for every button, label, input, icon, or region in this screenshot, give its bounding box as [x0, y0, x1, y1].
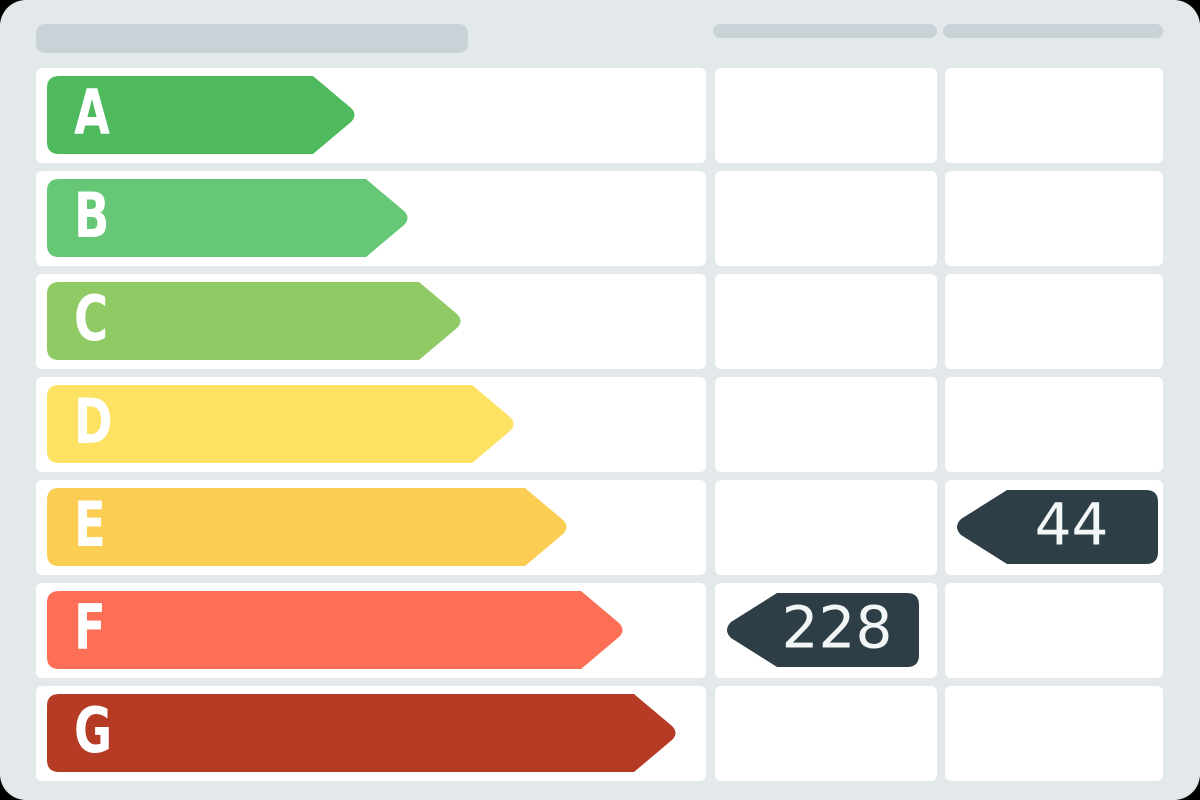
middle-column-header-placeholder [713, 24, 937, 38]
band-arrow-b: B [47, 179, 411, 257]
value-badge-228-text: 228 [781, 593, 893, 662]
value-badge-44-text: 44 [1034, 490, 1109, 559]
rating-row-e: E 44 [36, 480, 1164, 575]
right-cell-f [945, 583, 1163, 678]
band-letter-c: C [74, 282, 109, 356]
rating-row-g: G [36, 686, 1164, 781]
band-letter-b: B [74, 179, 110, 253]
middle-cell-e [715, 480, 937, 575]
middle-cell-f: 228 [715, 583, 937, 678]
right-cell-e: 44 [945, 480, 1163, 575]
band-arrow-d: D [47, 385, 517, 463]
right-cell-c [945, 274, 1163, 369]
value-badge-228: 228 [723, 593, 919, 667]
title-placeholder-bar [36, 24, 468, 53]
band-cell-f: F [36, 583, 706, 678]
rating-row-c: C [36, 274, 1164, 369]
band-letter-e: E [74, 488, 106, 562]
right-cell-d [945, 377, 1163, 472]
band-arrow-e: E [47, 488, 570, 566]
band-cell-b: B [36, 171, 706, 266]
band-cell-g: G [36, 686, 706, 781]
right-cell-b [945, 171, 1163, 266]
band-cell-e: E [36, 480, 706, 575]
rating-row-a: A [36, 68, 1164, 163]
middle-cell-b [715, 171, 937, 266]
band-arrow-g: G [47, 694, 679, 772]
value-badge-44: 44 [953, 490, 1158, 564]
right-cell-a [945, 68, 1163, 163]
band-letter-a: A [74, 76, 110, 150]
right-column-header-placeholder [943, 24, 1163, 38]
band-letter-d: D [74, 385, 113, 459]
rating-row-b: B [36, 171, 1164, 266]
middle-cell-g [715, 686, 937, 781]
middle-cell-d [715, 377, 937, 472]
band-arrow-c: C [47, 282, 464, 360]
middle-cell-c [715, 274, 937, 369]
right-cell-g [945, 686, 1163, 781]
band-cell-c: C [36, 274, 706, 369]
rating-row-f: F 228 [36, 583, 1164, 678]
band-cell-a: A [36, 68, 706, 163]
middle-cell-a [715, 68, 937, 163]
band-arrow-a: A [47, 76, 358, 154]
band-letter-f: F [74, 591, 106, 665]
band-letter-g: G [74, 694, 113, 768]
band-arrow-f: F [47, 591, 626, 669]
band-cell-d: D [36, 377, 706, 472]
rating-row-d: D [36, 377, 1164, 472]
